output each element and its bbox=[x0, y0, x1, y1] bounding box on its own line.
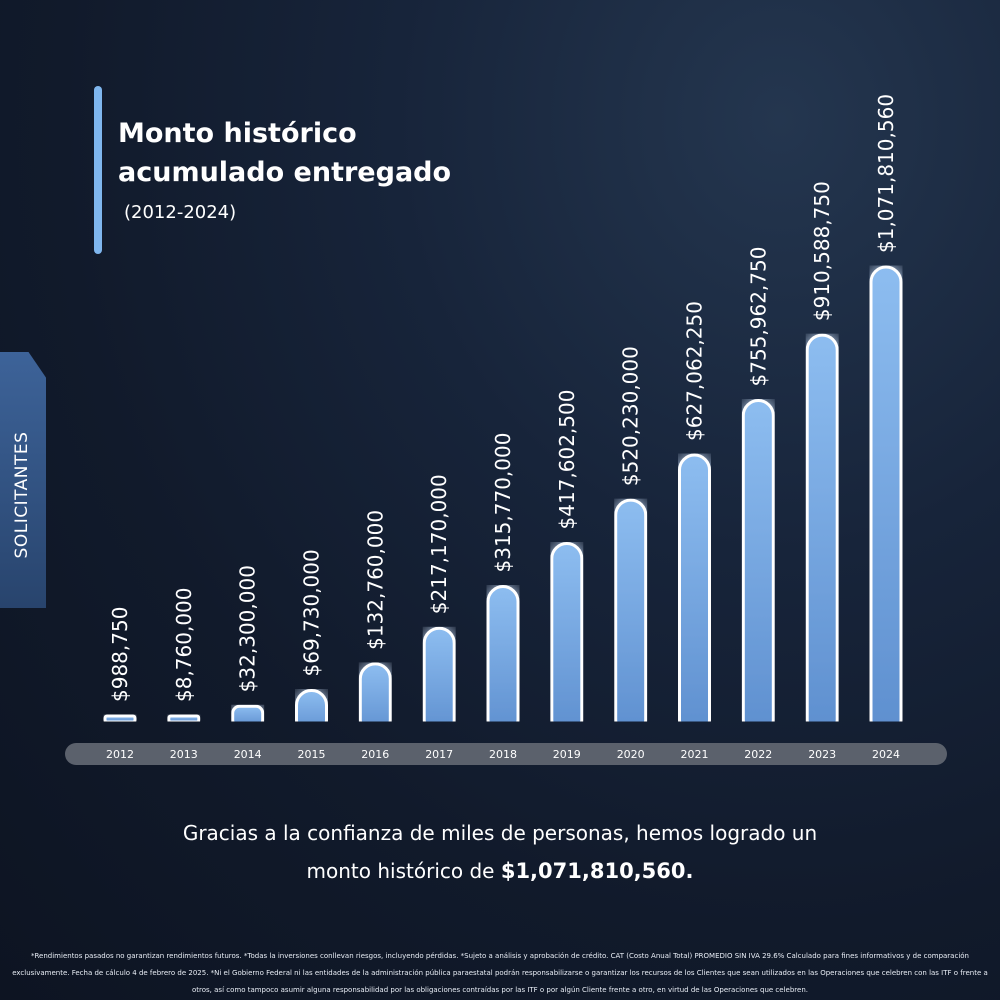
x-tick-label-2013: 2013 bbox=[170, 748, 198, 761]
bar-value-label-2014: $32,300,000 bbox=[236, 565, 260, 692]
bar-value-label-2018: $315,770,000 bbox=[491, 433, 515, 573]
bar-2023 bbox=[807, 335, 837, 735]
closing-message: Gracias a la confianza de miles de perso… bbox=[0, 814, 1000, 890]
bar-value-label-2017: $217,170,000 bbox=[427, 474, 451, 614]
bar-2019 bbox=[552, 544, 582, 736]
title-accent-bar bbox=[94, 86, 102, 254]
bar-value-label-2019: $417,602,500 bbox=[555, 390, 579, 530]
x-tick-label-2016: 2016 bbox=[361, 748, 389, 761]
x-tick-label-2022: 2022 bbox=[744, 748, 772, 761]
bar-2022 bbox=[743, 401, 773, 736]
x-tick-label-2018: 2018 bbox=[489, 748, 517, 761]
closing-message-prefix: monto histórico de bbox=[306, 859, 501, 883]
bar-value-label-2023: $910,588,750 bbox=[810, 181, 834, 321]
bar-2012 bbox=[105, 716, 135, 722]
chart-title-line-2: acumulado entregado bbox=[118, 157, 452, 188]
x-tick-label-2019: 2019 bbox=[553, 748, 581, 761]
bar-value-label-2020: $520,230,000 bbox=[619, 346, 643, 486]
x-axis-band bbox=[65, 743, 947, 765]
bar-2017 bbox=[424, 628, 454, 735]
x-tick-label-2012: 2012 bbox=[106, 748, 134, 761]
closing-message-amount: $1,071,810,560. bbox=[500, 859, 694, 883]
bar-value-label-2012: $988,750 bbox=[108, 607, 132, 702]
bar-2020 bbox=[616, 500, 646, 735]
x-tick-label-2021: 2021 bbox=[681, 748, 709, 761]
x-tick-label-2023: 2023 bbox=[808, 748, 836, 761]
chart-subtitle: (2012-2024) bbox=[124, 202, 237, 223]
closing-message-line-2: monto histórico de $1,071,810,560. bbox=[0, 852, 1000, 890]
bar-value-label-2016: $132,760,000 bbox=[363, 510, 387, 650]
x-tick-label-2017: 2017 bbox=[425, 748, 453, 761]
bar-2021 bbox=[680, 455, 710, 735]
legal-footnote: *Rendimientos pasados no garantizan rend… bbox=[12, 952, 988, 994]
x-tick-label-2024: 2024 bbox=[872, 748, 900, 761]
bar-value-label-2013: $8,760,000 bbox=[172, 587, 196, 702]
bar-value-label-2021: $627,062,250 bbox=[683, 301, 707, 441]
bar-2024 bbox=[871, 267, 901, 735]
bar-2016 bbox=[360, 664, 390, 735]
x-tick-label-2020: 2020 bbox=[617, 748, 645, 761]
bar-2014 bbox=[233, 706, 263, 727]
x-tick-label-2015: 2015 bbox=[298, 748, 326, 761]
chart-title: Monto histórico acumulado entregado bbox=[118, 114, 451, 192]
bar-2015 bbox=[297, 691, 327, 735]
closing-message-line-1: Gracias a la confianza de miles de perso… bbox=[182, 821, 818, 845]
bar-value-label-2024: $1,071,810,560 bbox=[874, 94, 898, 253]
side-tab bbox=[0, 352, 46, 608]
bar-2018 bbox=[488, 587, 518, 736]
bar-value-label-2015: $69,730,000 bbox=[300, 549, 324, 676]
x-tick-label-2014: 2014 bbox=[234, 748, 262, 761]
bar-value-label-2022: $755,962,750 bbox=[746, 247, 770, 387]
bar-2013 bbox=[169, 716, 199, 722]
chart-title-line-1: Monto histórico bbox=[118, 118, 357, 149]
